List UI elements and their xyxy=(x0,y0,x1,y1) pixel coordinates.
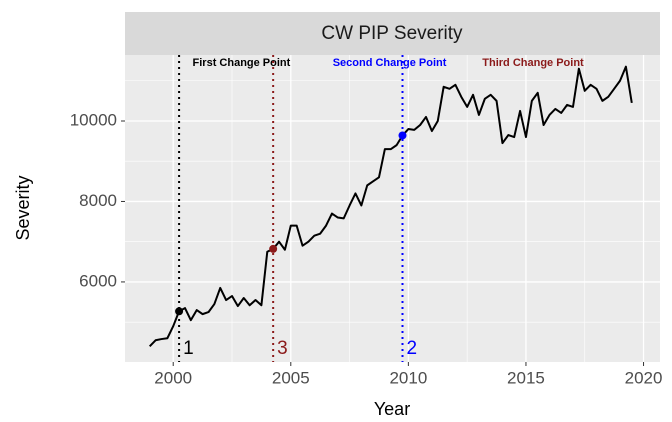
strip xyxy=(125,12,660,55)
change-point xyxy=(398,131,407,140)
panel xyxy=(125,55,660,362)
x-tick-label: 2005 xyxy=(272,368,310,387)
x-axis-title: Year xyxy=(374,399,410,419)
x-tick-label: 2015 xyxy=(507,368,545,387)
x-tick-label: 2000 xyxy=(154,368,192,387)
change-point xyxy=(175,307,184,316)
change-point xyxy=(269,244,278,253)
change-label: 3 xyxy=(277,338,288,359)
change-label: 1 xyxy=(183,338,194,359)
series-line xyxy=(148,65,633,348)
chart-title: CW PIP Severity xyxy=(321,23,463,44)
change-label: 2 xyxy=(406,338,417,359)
x-tick-label: 2010 xyxy=(389,368,427,387)
y-tick-label: 6000 xyxy=(79,271,117,290)
change-title: Third Change Point xyxy=(482,57,584,69)
x-tick-label: 2020 xyxy=(625,368,663,387)
change-title: First Change Point xyxy=(193,57,291,69)
change-title: Second Change Point xyxy=(333,57,447,69)
y-axis-title: Severity xyxy=(13,175,33,240)
y-tick-label: 10000 xyxy=(70,110,117,129)
y-tick-label: 8000 xyxy=(79,191,117,210)
